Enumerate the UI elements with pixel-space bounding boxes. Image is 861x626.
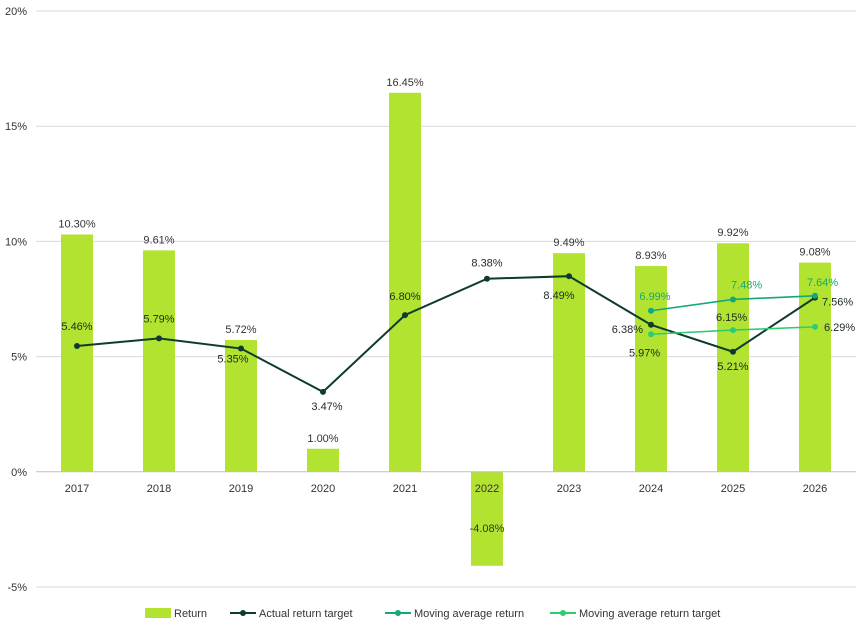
- data-labels: 10.30% 9.61% 5.72% 1.00% 16.45% -4.08% 9.49% 8.…: [58, 77, 855, 535]
- return-bar: [307, 448, 339, 472]
- actual-target-label: 5.35%: [217, 354, 248, 366]
- return-label: 16.45%: [386, 77, 424, 89]
- moving-average-return-label: 7.48%: [731, 279, 762, 291]
- return-bar: [717, 243, 749, 472]
- bars: [61, 92, 831, 566]
- legend-label: Return: [174, 608, 207, 620]
- series-point: [648, 307, 654, 314]
- lines: [74, 273, 818, 395]
- legend-label: Moving average return target: [579, 608, 720, 620]
- actual-target-label: 5.21%: [717, 361, 748, 373]
- actual-target-label: 3.47%: [311, 401, 342, 413]
- moving-average-target-label: 6.15%: [716, 312, 747, 324]
- return-label: 8.93%: [635, 250, 666, 262]
- x-tick-label: 2021: [393, 483, 417, 495]
- return-label: 9.49%: [553, 237, 584, 249]
- moving-average-return-label: 7.64%: [807, 277, 838, 289]
- x-axis-ticks: 2017 2018 2019 2020 2021 2022 2023 2024 2025 2026: [65, 483, 827, 495]
- series-point: [320, 388, 326, 395]
- return-label: 9.92%: [717, 227, 748, 239]
- series-point: [74, 343, 80, 350]
- return-label: 9.08%: [799, 247, 830, 259]
- moving-average-target-label: 6.29%: [824, 322, 855, 334]
- legend-swatch-marker: [560, 610, 566, 616]
- legend-label: Moving average return: [414, 608, 524, 620]
- return-label: -4.08%: [470, 523, 505, 535]
- x-tick-label: 2019: [229, 483, 253, 495]
- actual-target-label: 5.46%: [61, 321, 92, 333]
- return-label: 5.72%: [225, 324, 256, 336]
- x-tick-label: 2023: [557, 483, 581, 495]
- return-bar: [143, 250, 175, 472]
- return-bar: [635, 266, 667, 472]
- series-point: [238, 345, 244, 352]
- series-point: [730, 296, 736, 303]
- legend-swatch-marker: [395, 610, 401, 616]
- actual-target-label: 6.80%: [389, 291, 420, 303]
- actual-target-label: 5.79%: [143, 313, 174, 325]
- actual-target-label: 7.56%: [822, 297, 853, 309]
- legend-swatch-marker: [240, 610, 246, 616]
- series-point: [730, 348, 736, 355]
- series-point: [402, 312, 408, 319]
- x-tick-label: 2024: [639, 483, 663, 495]
- series-point: [156, 335, 162, 342]
- return-bar: [225, 340, 257, 472]
- return-bar: [471, 471, 503, 566]
- series-line: [76, 275, 816, 394]
- y-tick-label: 20%: [5, 6, 27, 18]
- series-point: [648, 331, 654, 338]
- series-point: [484, 275, 490, 282]
- actual-target-label: 8.38%: [471, 258, 502, 270]
- series-point: [566, 273, 572, 280]
- x-tick-label: 2022: [475, 483, 499, 495]
- moving-average-target-label: 5.97%: [629, 347, 660, 359]
- series-point: [812, 292, 818, 299]
- series-point: [648, 321, 654, 328]
- y-tick-label: 15%: [5, 121, 27, 133]
- series-point: [812, 323, 818, 330]
- return-label: 9.61%: [143, 234, 174, 246]
- x-tick-label: 2026: [803, 483, 827, 495]
- return-label: 10.30%: [58, 218, 96, 230]
- y-tick-label: 5%: [11, 352, 27, 364]
- x-tick-label: 2020: [311, 483, 335, 495]
- return-bar: [389, 92, 421, 472]
- return-label: 1.00%: [307, 433, 338, 445]
- y-tick-label: 0%: [11, 467, 27, 479]
- legend-swatch-bar: [145, 608, 171, 618]
- y-tick-label: -5%: [7, 582, 27, 594]
- return-bar: [553, 253, 585, 472]
- moving-average-return-label: 6.99%: [639, 291, 670, 303]
- x-tick-label: 2025: [721, 483, 745, 495]
- actual-target-label: 8.49%: [543, 290, 574, 302]
- x-tick-label: 2017: [65, 483, 89, 495]
- x-tick-label: 2018: [147, 483, 171, 495]
- y-axis-ticks: -5% 0% 5% 10% 15% 20%: [5, 6, 27, 594]
- return-bar: [61, 234, 93, 472]
- y-tick-label: 10%: [5, 236, 27, 248]
- legend-label: Actual return target: [259, 608, 353, 620]
- actual-target-label: 6.38%: [612, 324, 643, 336]
- series-point: [730, 327, 736, 334]
- legend: Return Actual return target Moving average…: [145, 608, 720, 620]
